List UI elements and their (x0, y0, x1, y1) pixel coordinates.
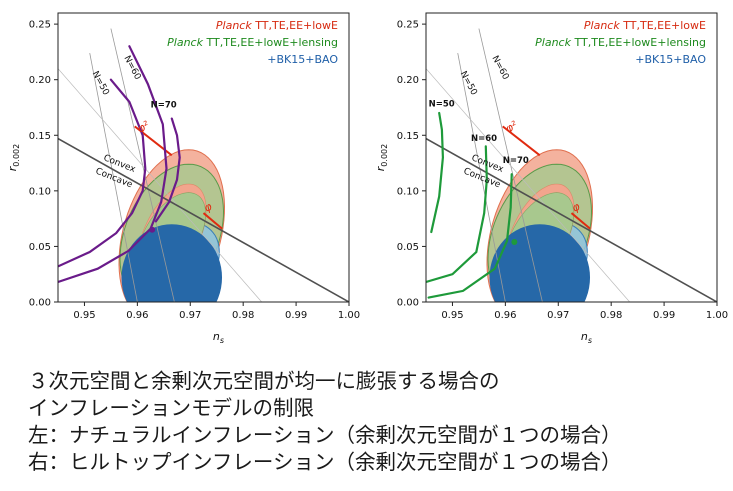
annotation-n50-line: N=50 (90, 70, 111, 98)
y-tick-label: 0.25 (29, 20, 51, 31)
model-curve-1 (426, 145, 488, 284)
left-panel-natural-inflation: 0.95 0.96 0.97 0.98 0.99 1.00 0.00 0.05 0.10 0.15… (6, 12, 360, 345)
plot-frame (57, 12, 350, 303)
caption-line-4: 右：ヒルトップインフレーション（余剰次元空間が１つの場合） (28, 450, 622, 474)
phi-segment (570, 212, 591, 230)
legend-entry-1: Planck TT,TE,EE+lowE+lensing (535, 36, 706, 49)
caption-line-2: インフレーションモデルの制限 (28, 396, 314, 420)
legend-text: +BK15+BAO (267, 53, 338, 66)
convex-concave-line (58, 137, 349, 302)
x-tick-label: 0.96 (126, 310, 148, 321)
plot-area (58, 28, 349, 302)
y-axis-label: r0.002 (374, 144, 389, 171)
model-curve-0 (58, 78, 147, 268)
model-curve-1 (58, 45, 168, 284)
x-tick-label: 0.95 (441, 310, 463, 321)
plot-area (426, 28, 717, 302)
y-tick-label: 0.20 (29, 75, 51, 86)
annotation-n70: N=70 (503, 156, 529, 166)
caption-line-3: 左：ナチュラルインフレーション（余剰次元空間が１つの場合） (28, 423, 622, 447)
legend-italic: Planck (216, 19, 252, 32)
reference-line (426, 68, 630, 302)
legend-text: TT,TE,EE+lowE (620, 19, 706, 32)
x-tick-label: 0.99 (285, 310, 307, 321)
legend-entry-2: +BK15+BAO (267, 53, 338, 66)
y-tick-label: 0.15 (29, 131, 51, 142)
model-marker-0 (149, 226, 156, 233)
y-tick-label: 0.10 (29, 186, 51, 197)
annotation-n60: N=60 (471, 134, 497, 144)
model-curve-2 (427, 173, 513, 299)
bk15-68-core (121, 224, 223, 302)
y-tick-label: 0.00 (29, 298, 51, 309)
n-line-0 (89, 52, 138, 302)
x-tick-label: 1.00 (706, 310, 728, 321)
x-tick-label: 0.96 (494, 310, 516, 321)
legend-entry-0: Planck TT,TE,EE+lowE (584, 19, 706, 32)
y-tick-label: 0.00 (397, 298, 419, 309)
legend-entry-2: +BK15+BAO (635, 53, 706, 66)
plot-frame (425, 12, 718, 303)
x-axis-label: ns (581, 330, 592, 345)
y-tick-label: 0.10 (397, 186, 419, 197)
figure: 0.95 0.96 0.97 0.98 0.99 1.00 0.00 0.05 0.10 0.15… (6, 12, 728, 345)
convex-concave-line (426, 137, 717, 302)
x-axis-label-sub: s (588, 336, 592, 345)
model-curve-0 (430, 111, 445, 234)
legend-text: TT,TE,EE+lowE (252, 19, 338, 32)
x-tick-label: 0.98 (232, 310, 254, 321)
annotation-n60-line: N=60 (489, 54, 510, 82)
legend-entry-0: Planck TT,TE,EE+lowE (216, 19, 338, 32)
y-tick-label: 0.05 (29, 242, 51, 253)
x-axis-label-sub: s (220, 336, 224, 345)
phi2-segment (502, 125, 541, 157)
legend-entry-1: Planck TT,TE,EE+lowE+lensing (167, 36, 338, 49)
y-axis-label-sub: 0.002 (380, 144, 389, 167)
y-tick-label: 0.05 (397, 242, 419, 253)
annotation-n50-line: N=50 (458, 70, 479, 98)
caption: ３次元空間と余剰次元空間が均一に膨張する場合の インフレーションモデルの制限 左… (28, 368, 728, 476)
annotation-phi2: φ² (503, 118, 520, 135)
model-curve-2 (154, 117, 181, 223)
legend-text: +BK15+BAO (635, 53, 706, 66)
x-tick-label: 1.00 (338, 310, 360, 321)
annotation-n70: N=70 (151, 100, 177, 110)
reference-line (58, 68, 262, 302)
y-tick-label: 0.15 (397, 131, 419, 142)
legend-italic: Planck (584, 19, 620, 32)
phi-segment (202, 212, 223, 230)
caption-line-1: ３次元空間と余剰次元空間が均一に膨張する場合の (28, 369, 500, 393)
legend-text: TT,TE,EE+lowE+lensing (571, 36, 706, 49)
y-axis-label: r0.002 (6, 144, 21, 171)
legend-italic: Planck (167, 36, 203, 49)
legend-text: TT,TE,EE+lowE+lensing (203, 36, 338, 49)
x-tick-label: 0.99 (653, 310, 675, 321)
annotation-n50: N=50 (429, 99, 455, 109)
y-tick-label: 0.20 (397, 75, 419, 86)
model-marker-0 (511, 238, 518, 245)
y-axis-label-sub: 0.002 (12, 144, 21, 167)
x-tick-label: 0.98 (600, 310, 622, 321)
x-tick-label: 0.95 (73, 310, 95, 321)
y-tick-label: 0.25 (397, 20, 419, 31)
right-panel-hilltop-inflation: 0.95 0.96 0.97 0.98 0.99 1.00 0.00 0.05 0.10 0.15… (374, 12, 728, 345)
x-axis-label: ns (213, 330, 224, 345)
legend-italic: Planck (535, 36, 571, 49)
x-tick-label: 0.97 (179, 310, 201, 321)
x-tick-label: 0.97 (547, 310, 569, 321)
